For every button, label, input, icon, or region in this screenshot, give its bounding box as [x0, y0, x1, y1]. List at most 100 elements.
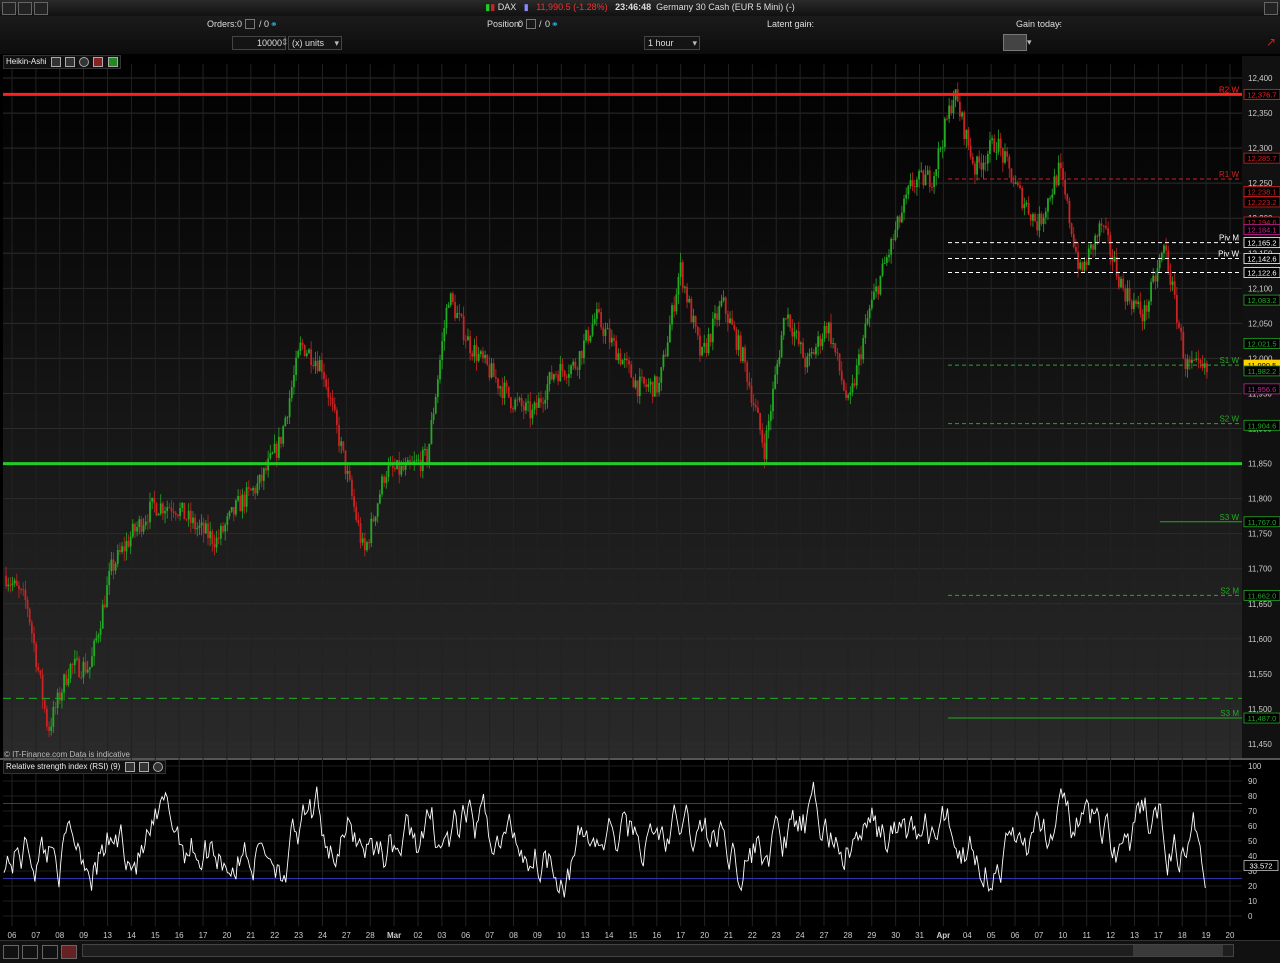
price-tag-label: 11,956.6 — [1248, 385, 1277, 394]
candle-body — [464, 340, 467, 342]
x-tick-label: 13 — [1130, 931, 1139, 940]
chart-type-dropdown-icon[interactable]: ▾ — [1027, 37, 1032, 47]
candle-body — [26, 599, 29, 609]
candle-body — [73, 658, 76, 665]
candle-body — [490, 363, 493, 378]
candle-body — [52, 706, 55, 727]
x-tick-label: 30 — [891, 931, 900, 940]
rsi-maximize-icon[interactable] — [138, 762, 149, 772]
position-value: 0 — [518, 19, 524, 29]
candle-body — [823, 325, 826, 339]
zoom-icon[interactable] — [22, 945, 38, 959]
candle-body — [353, 496, 355, 507]
candle-body — [43, 699, 46, 709]
candle-body — [999, 138, 1002, 149]
scrollbar-thumb[interactable] — [1133, 945, 1223, 956]
price-tag-box — [1243, 294, 1280, 306]
x-tick-label: 10 — [557, 931, 566, 940]
candle-body — [737, 335, 740, 350]
candle-body — [297, 351, 300, 358]
window-restore-icon[interactable] — [34, 2, 48, 15]
candle-body — [271, 452, 274, 454]
candle-body — [542, 402, 545, 404]
candle-body — [578, 351, 581, 370]
candle-body — [226, 516, 229, 525]
price-axis-background — [1242, 56, 1280, 758]
x-tick-label: 04 — [963, 931, 972, 940]
chart-area[interactable]: 11,450 11,500 11,550 11,600 11,650 11,700 11,7… — [0, 54, 1280, 962]
candle-body — [447, 305, 450, 308]
candle-body — [202, 522, 205, 534]
calendar-icon[interactable] — [3, 945, 19, 959]
rsi-settings-icon[interactable] — [124, 762, 135, 772]
orders-link-icon[interactable]: ⚭ — [270, 19, 278, 29]
candle-body — [520, 398, 523, 407]
position-link-icon[interactable]: ⚭ — [551, 19, 559, 29]
x-tick-label: 23 — [772, 931, 781, 940]
candle-body — [931, 186, 933, 188]
candle-body — [1203, 363, 1206, 368]
candle-body — [832, 343, 835, 345]
instrument-name[interactable]: DAX — [497, 2, 517, 12]
quantity-stepper-icon[interactable]: ⇕ — [281, 37, 289, 47]
rsi-panel-label: Relative strength index (RSI) (9) — [3, 760, 166, 774]
orders-icon[interactable] — [245, 19, 255, 29]
position-icon[interactable] — [526, 19, 536, 29]
candle-body — [63, 674, 65, 693]
candle-body — [911, 180, 914, 186]
candle-body — [56, 692, 59, 708]
level-label: S3 W — [1219, 513, 1239, 522]
candle-body — [497, 378, 499, 389]
x-tick-label: 02 — [414, 931, 423, 940]
candle-body — [67, 678, 70, 685]
x-tick-label: 28 — [366, 931, 375, 940]
add-icon[interactable] — [107, 57, 118, 67]
candle-body — [166, 507, 169, 512]
close-window-icon[interactable] — [1264, 2, 1278, 15]
close-indicator-icon[interactable] — [79, 57, 90, 67]
quantity-input[interactable]: 10000 — [232, 36, 286, 50]
info-icon[interactable]: ▮ — [523, 2, 529, 12]
main-y-tick-label: 11,600 — [1248, 635, 1272, 644]
candle-body — [795, 331, 798, 333]
remove-icon[interactable] — [93, 57, 104, 67]
units-select[interactable]: (x) units — [288, 36, 342, 50]
candle-body — [370, 518, 373, 544]
candle-body — [1038, 213, 1041, 231]
window-options-icon[interactable] — [18, 2, 32, 15]
candle-body — [222, 525, 224, 532]
candle-body — [707, 334, 710, 354]
main-chart-svg[interactable]: 11,450 11,500 11,550 11,600 11,650 11,700 11,7… — [0, 54, 1280, 962]
x-tick-label: 24 — [796, 931, 805, 940]
timeframe-select[interactable]: 1 hour — [644, 36, 700, 50]
candle-body — [475, 345, 478, 361]
trade-arrow-icon[interactable]: ↗ — [1266, 35, 1277, 49]
main-y-tick-label: 12,250 — [1248, 179, 1273, 188]
candle-body — [48, 726, 50, 731]
candle-body — [469, 336, 471, 354]
candle-body — [645, 383, 648, 388]
candle-body — [641, 376, 643, 378]
window-menu-icon[interactable] — [2, 2, 16, 15]
zoom-out-icon[interactable] — [42, 945, 58, 959]
candle-body — [24, 589, 27, 600]
candle-body — [155, 503, 158, 516]
maximize-icon[interactable] — [64, 57, 75, 67]
price-tag-box — [1243, 267, 1280, 278]
rsi-close-icon[interactable] — [152, 762, 163, 772]
price-tag-label: 12,165.2 — [1247, 239, 1276, 248]
candle-body — [941, 147, 944, 149]
candle-body — [817, 336, 819, 347]
candle-body — [1109, 235, 1112, 256]
candle-body — [692, 315, 695, 323]
chart-type-icon[interactable] — [1003, 34, 1027, 51]
candle-body — [237, 495, 239, 501]
candle-body — [694, 315, 697, 327]
horizontal-scrollbar[interactable] — [82, 944, 1234, 957]
wrench-icon[interactable] — [50, 57, 61, 67]
candle-body — [439, 360, 441, 380]
candle-body — [974, 163, 976, 175]
reset-icon[interactable] — [61, 945, 77, 959]
candle-body — [1044, 211, 1047, 218]
candle-body — [1201, 363, 1204, 368]
